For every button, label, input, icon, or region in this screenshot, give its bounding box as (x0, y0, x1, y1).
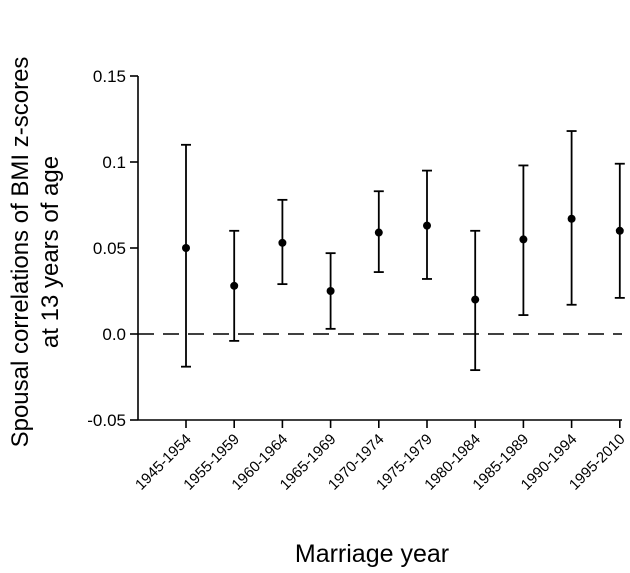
data-point (278, 238, 287, 247)
data-point (567, 214, 576, 223)
data-point (230, 281, 239, 290)
data-point (182, 244, 190, 252)
x-axis-title: Marriage year (295, 540, 449, 568)
y-tick-label: 0.15 (93, 67, 126, 86)
data-point (615, 226, 624, 235)
data-point (423, 221, 431, 230)
marks (181, 130, 625, 372)
y-tick-label: 0.05 (93, 239, 126, 258)
y-tick-label: 0.0 (102, 325, 126, 344)
y-axis-title-line2: at 13 years of age (37, 156, 64, 348)
axes: -0.050.00.050.10.151945-19541955-1959196… (87, 67, 628, 494)
data-point (326, 287, 335, 295)
y-tick-label: 0.1 (102, 153, 126, 172)
data-point (471, 295, 480, 304)
data-point (374, 228, 383, 237)
y-tick-label: -0.05 (87, 411, 126, 430)
data-point (519, 235, 528, 244)
y-axis-title-line1: Spousal correlations of BMI z-scores (7, 57, 34, 448)
